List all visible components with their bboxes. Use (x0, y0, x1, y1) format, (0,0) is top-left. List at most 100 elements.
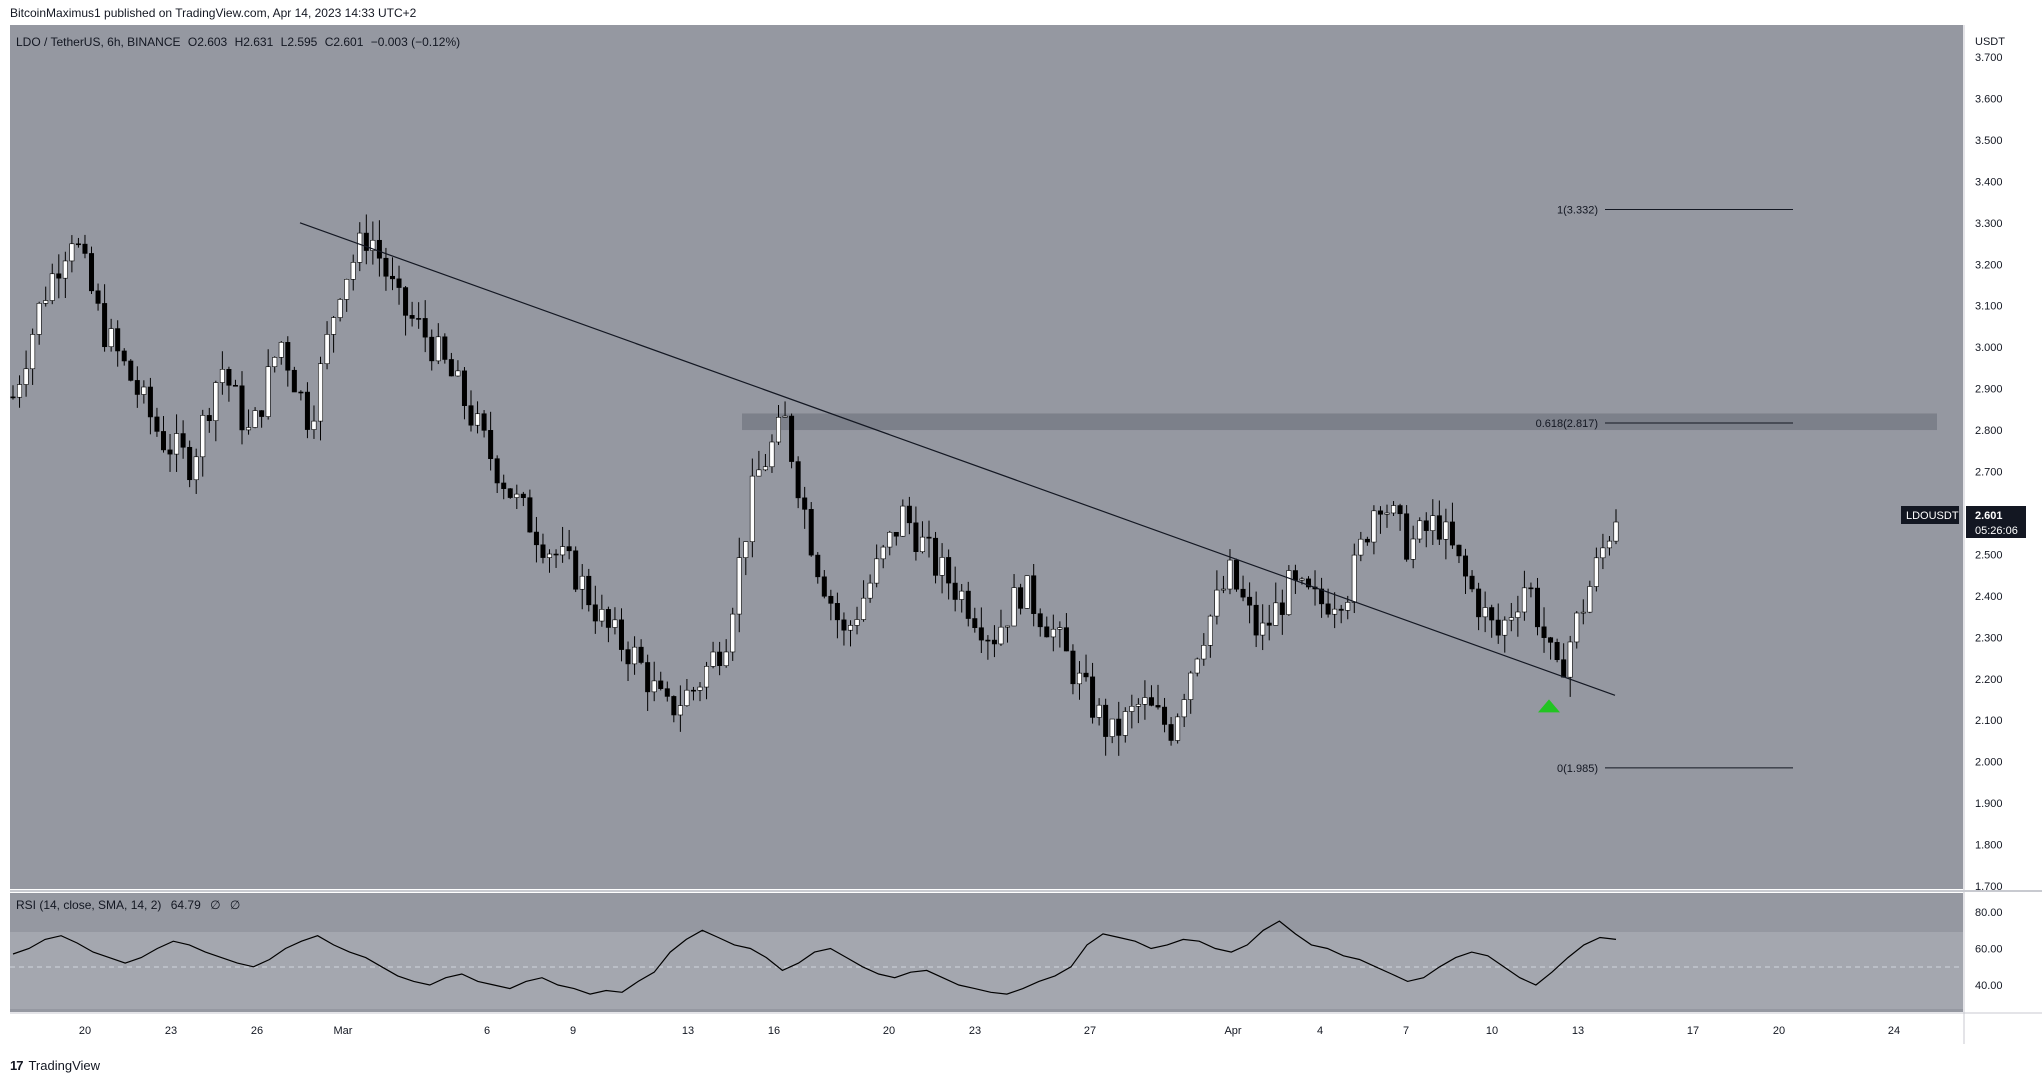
candle-body (134, 380, 140, 395)
candle-body (1214, 589, 1220, 617)
candle-body (1567, 641, 1573, 678)
candle-body (475, 413, 481, 426)
candle-body (128, 360, 134, 381)
time-tick-label: 13 (1572, 1025, 1584, 1037)
candle-body (324, 334, 330, 365)
candle-body (697, 686, 703, 691)
candle-body (337, 299, 343, 318)
candle-body (1292, 570, 1298, 581)
candle-body (802, 497, 808, 510)
candle-body (1109, 718, 1115, 737)
candle-body (612, 619, 618, 628)
candle-body (1031, 575, 1037, 614)
candle-body (566, 546, 572, 552)
rsi-extra-1: ∅ (210, 898, 220, 912)
price-tick-label: 2.800 (1975, 425, 2003, 437)
candle-body (514, 493, 520, 498)
candle-body (520, 493, 526, 498)
candle-body (1600, 547, 1606, 559)
candle-body (49, 273, 55, 301)
candle-body (1083, 672, 1089, 678)
candle-body (625, 649, 631, 665)
candle-body (278, 342, 284, 358)
time-tick-label: 17 (1687, 1025, 1699, 1037)
candle-body (56, 273, 62, 279)
candle-body (389, 275, 395, 280)
candle-body (972, 618, 978, 629)
candle-body (200, 415, 206, 458)
candle-body (1116, 718, 1122, 736)
candle-body (376, 239, 382, 259)
candle-body (167, 449, 173, 455)
time-tick-label: 13 (682, 1025, 694, 1037)
legend-change: −0.003 (−0.12%) (371, 35, 460, 49)
candle-body (867, 582, 873, 599)
candle-body (861, 597, 867, 620)
candle-body (429, 336, 435, 362)
candle-body (1076, 672, 1082, 685)
candle-body (1286, 570, 1292, 615)
candle-body (219, 369, 225, 383)
candle-body (23, 368, 29, 385)
rsi-legend: RSI (14, close, SMA, 14, 2) 64.79 ∅ ∅ (16, 898, 240, 912)
legend-line: LDO / TetherUS, 6h, BINANCE O2.603 H2.63… (16, 35, 460, 49)
candle-body (206, 415, 212, 421)
candle-body (913, 522, 919, 552)
candle-body (560, 546, 566, 556)
candle-body (1018, 587, 1024, 609)
resistance-zone[interactable] (742, 413, 1937, 431)
candle-body (1103, 704, 1109, 737)
candle-body (1135, 704, 1141, 707)
candle-body (1345, 602, 1351, 611)
candle-body (102, 303, 108, 348)
candle-body (547, 553, 553, 558)
candle-body (632, 646, 638, 665)
candle-body (821, 576, 827, 597)
price-tick-label: 2.100 (1975, 715, 2003, 727)
time-tick-label: 7 (1403, 1025, 1409, 1037)
rsi-axis: 80.00 60.00 40.00 (1975, 907, 2003, 992)
price-pane[interactable] (10, 25, 1963, 889)
candle-body (1469, 575, 1475, 590)
candle-body (1273, 602, 1279, 626)
candle-body (789, 415, 795, 462)
candle-body (1554, 642, 1560, 660)
candle-body (671, 696, 677, 716)
candle-body (213, 382, 219, 421)
candle-body (1207, 615, 1213, 646)
candle-body (1005, 625, 1011, 628)
candle-body (749, 475, 755, 543)
candle-body (1528, 587, 1534, 590)
price-tick-label: 3.500 (1975, 135, 2003, 147)
candle-body (193, 456, 199, 481)
candle-body (403, 287, 409, 316)
time-axis[interactable]: 20 23 26 Mar 6 9 13 16 20 23 27 Apr 4 7 10 13 17 20 24 (79, 1025, 1900, 1037)
fibonacci-levels: 1(3.332) 0.618(2.817) 0(1.985) (1536, 205, 1793, 775)
fib-label: 0.618(2.817) (1536, 418, 1598, 430)
candle-body (43, 300, 49, 304)
time-tick-label: 20 (883, 1025, 895, 1037)
candle-body (880, 546, 886, 560)
candles-group (10, 214, 1619, 756)
candle-body (926, 536, 932, 539)
publisher-line: BitcoinMaximus1 published on TradingView… (10, 6, 417, 20)
candle-body (991, 639, 997, 645)
candle-body (579, 575, 585, 590)
descending-trendline[interactable] (299, 222, 1616, 696)
candle-body (1240, 588, 1246, 598)
time-tick-label: 4 (1317, 1025, 1323, 1037)
candle-body (10, 396, 16, 399)
time-tick-label: 24 (1888, 1025, 1900, 1037)
candle-body (442, 336, 448, 360)
candle-body (285, 342, 291, 371)
price-tick-label: 3.400 (1975, 176, 2003, 188)
candle-body (494, 458, 500, 484)
price-tick-label: 2.900 (1975, 384, 2003, 396)
candle-body (370, 239, 376, 251)
candle-body (959, 590, 965, 600)
price-axis[interactable]: 3.700 3.600 3.500 3.400 3.300 3.200 3.100 3.000… (1975, 52, 2003, 893)
candle-body (1070, 650, 1076, 685)
candle-body (82, 243, 88, 254)
candle-body (30, 334, 36, 370)
